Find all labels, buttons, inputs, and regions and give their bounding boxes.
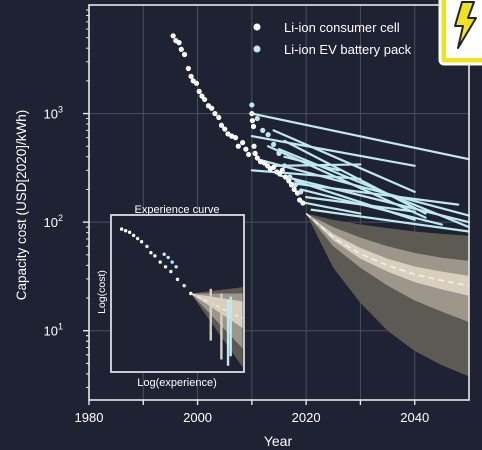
y-tick-label: 103	[44, 105, 63, 122]
consumer-cell-point	[300, 200, 305, 205]
inset-x-label: Log(experience)	[137, 377, 217, 389]
inset-consumer-point	[145, 245, 148, 248]
consumer-cell-point	[197, 89, 202, 94]
consumer-cell-point	[179, 47, 184, 52]
consumer-cell-point	[177, 40, 182, 45]
consumer-cell-point	[216, 115, 221, 120]
inset-y-label: Log(cost)	[96, 270, 108, 314]
consumer-cell-point	[251, 124, 256, 129]
lightning-icon	[440, 0, 482, 64]
consumer-cell-point	[249, 111, 254, 116]
inset-consumer-point	[124, 229, 127, 232]
inset-consumer-point	[140, 240, 143, 243]
forecast-bands	[306, 214, 469, 377]
consumer-cell-point	[186, 66, 191, 71]
consumer-cell-point	[250, 118, 255, 123]
inset-consumer-point	[132, 234, 135, 237]
consumer-cell-point	[251, 144, 256, 149]
inset-consumer-point	[182, 284, 185, 287]
inset-consumer-point	[136, 237, 139, 240]
legend-marker-ev	[254, 46, 261, 53]
inset-consumer-point	[159, 260, 162, 263]
consumer-cell-point	[253, 151, 258, 156]
consumer-cell-point	[233, 135, 238, 140]
consumer-cell-point	[280, 168, 285, 173]
legend-label-ev: Li-ion EV battery pack	[284, 42, 412, 57]
legend-label-consumer: Li-ion consumer cell	[284, 20, 400, 35]
ev-pack-point	[260, 128, 265, 133]
inset-consumer-point	[169, 270, 172, 273]
consumer-cell-point	[202, 97, 207, 102]
legend: Li-ion consumer cell Li-ion EV battery p…	[254, 20, 412, 57]
x-tick-label: 2000	[183, 410, 212, 425]
x-axis-ticks: 1980 2000 2020 2040	[75, 400, 430, 425]
inset-title: Experience curve	[135, 204, 220, 216]
ev-pack-point	[287, 174, 292, 179]
ev-pack-point	[282, 163, 287, 168]
consumer-cell-point	[194, 81, 199, 86]
consumer-cell-point	[246, 152, 251, 157]
x-axis-label: Year	[264, 433, 293, 449]
inset-consumer-point	[149, 251, 152, 254]
x-tick-label: 2020	[292, 410, 321, 425]
ev-pack-point	[276, 151, 281, 156]
inset-consumer-point	[176, 278, 179, 281]
inset-ev-point	[166, 256, 169, 259]
x-tick-label: 1980	[75, 410, 104, 425]
x-tick-label: 2040	[400, 410, 429, 425]
ev-projection-line	[268, 146, 425, 217]
consumer-cell-point	[182, 52, 187, 57]
consumer-cell-point	[171, 33, 176, 38]
consumer-cell-point	[209, 106, 214, 111]
inset-consumer-point	[120, 227, 123, 230]
ev-pack-point	[271, 142, 276, 147]
y-tick-label: 101	[44, 322, 63, 339]
ev-pack-point	[298, 189, 303, 194]
consumer-cell-point	[222, 126, 227, 131]
inset-consumer-point	[153, 254, 156, 257]
ev-pack-point	[266, 132, 271, 137]
consumer-cell-point	[243, 147, 248, 152]
y-axis-ticks: 101 102 103	[44, 10, 89, 388]
inset-consumer-point	[128, 231, 131, 234]
ev-pack-point	[293, 182, 298, 187]
consumer-cell-point	[240, 140, 245, 145]
consumer-cell-point	[188, 74, 193, 79]
y-axis-label: Capacity cost (USD[2020]/kWh)	[14, 110, 29, 301]
consumer-cell-point	[212, 111, 217, 116]
ev-pack-point	[255, 116, 260, 121]
ev-pack-point	[249, 102, 254, 107]
legend-marker-consumer	[254, 24, 261, 31]
consumer-cell-point	[271, 165, 276, 170]
inset-ev-point	[174, 265, 177, 268]
ev-projection-line	[257, 159, 469, 215]
y-tick-label: 102	[44, 213, 63, 230]
inset-ev-point	[163, 253, 166, 256]
data-points	[171, 33, 306, 205]
inset-ev-point	[170, 260, 173, 263]
inset-consumer-point	[164, 265, 167, 268]
experience-curve-inset: Experience curve Log(experience) Log(cos…	[96, 204, 244, 389]
consumer-cell-point	[236, 144, 241, 149]
